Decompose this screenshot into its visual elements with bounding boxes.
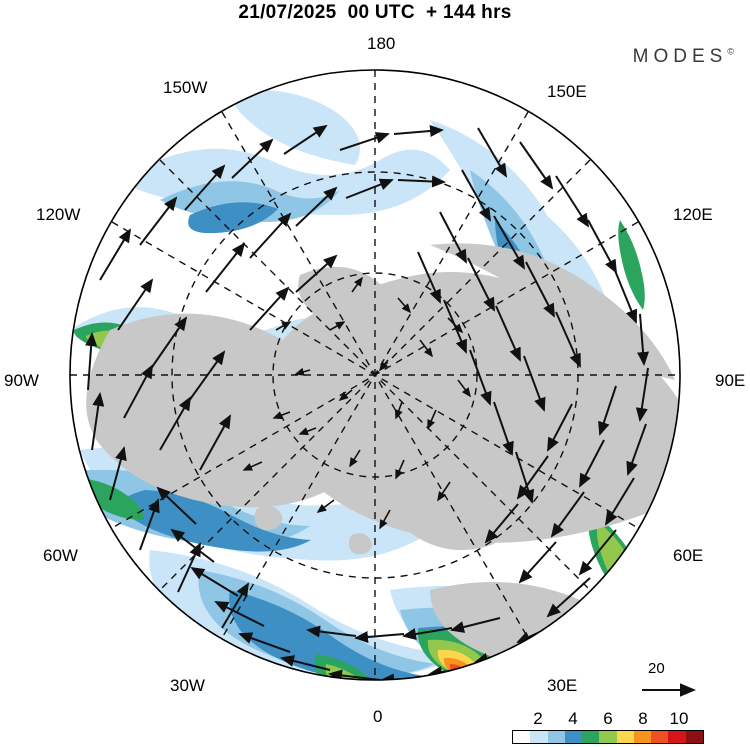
globe-outline bbox=[69, 69, 681, 681]
colorbar-tick-8: 8 bbox=[638, 709, 648, 728]
lon-label-150E: 150E bbox=[547, 82, 587, 101]
polar-map-plot: 180 150W 120W 90W 60W 30W 0 30E 60E 90E … bbox=[0, 30, 750, 726]
modes-logo: MODES© bbox=[633, 46, 734, 68]
lon-label-90E: 90E bbox=[715, 371, 746, 390]
lon-label-30E: 30E bbox=[547, 676, 578, 695]
colorbar-tick-labels: 2 4 6 8 10 bbox=[512, 709, 704, 729]
colorbar-swatch-3 bbox=[564, 731, 583, 743]
colorbar-swatches bbox=[512, 730, 704, 744]
lon-label-0: 0 bbox=[373, 707, 383, 726]
lon-label-120E: 120E bbox=[673, 205, 713, 224]
colorbar-tick-6: 6 bbox=[603, 709, 613, 728]
lon-label-30W: 30W bbox=[170, 676, 205, 695]
colorbar-swatch-4 bbox=[582, 731, 600, 743]
wind-scale-legend: 20 bbox=[640, 660, 720, 702]
wind-scale-value: 20 bbox=[648, 660, 665, 677]
lon-label-60E: 60E bbox=[673, 546, 704, 565]
colorbar-swatch-10 bbox=[685, 731, 703, 743]
colorbar-swatch-5 bbox=[599, 731, 617, 743]
colorbar-tick-2: 2 bbox=[533, 709, 543, 728]
colorbar-tick-4: 4 bbox=[568, 709, 578, 728]
colorbar-swatch-8 bbox=[651, 731, 669, 743]
colorbar-swatch-7 bbox=[633, 731, 652, 743]
colorbar-swatch-1 bbox=[530, 731, 548, 743]
lon-label-180: 180 bbox=[367, 34, 396, 53]
wind-scale-arrow-icon bbox=[642, 683, 696, 697]
lon-label-120W: 120W bbox=[36, 205, 81, 224]
colorbar-swatch-2 bbox=[547, 731, 565, 743]
colorbar-tick-10: 10 bbox=[669, 709, 689, 728]
colorbar-swatch-6 bbox=[616, 731, 634, 743]
copyright-icon: © bbox=[727, 46, 734, 57]
colorbar-swatch-9 bbox=[668, 731, 686, 743]
page-title: 21/07/2025 00 UTC + 144 hrs bbox=[238, 2, 512, 23]
wind-vector-field bbox=[85, 124, 650, 680]
precipitation-colorbar: 2 4 6 8 10 bbox=[512, 709, 704, 745]
colorbar-swatch-0 bbox=[513, 731, 531, 743]
lon-label-90W: 90W bbox=[4, 371, 39, 390]
meridian-lines bbox=[70, 70, 680, 680]
brand-text: MODES bbox=[632, 46, 728, 67]
lon-label-60W: 60W bbox=[43, 546, 78, 565]
polar-projection-canvas bbox=[69, 69, 681, 681]
lon-label-150W: 150W bbox=[163, 78, 208, 97]
